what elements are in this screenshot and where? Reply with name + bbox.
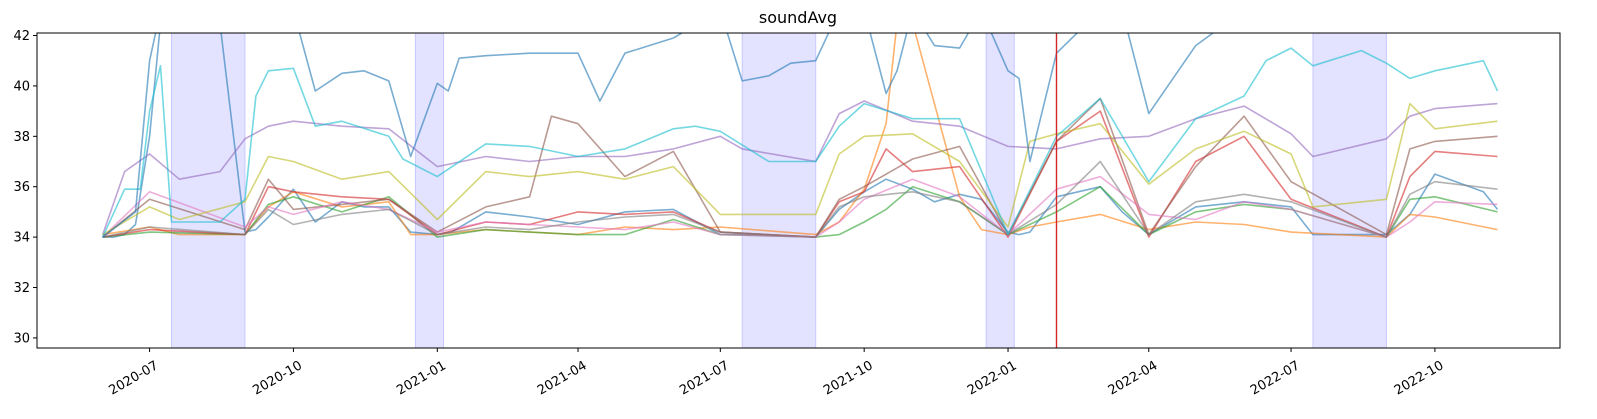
shaded-period-0 <box>170 33 246 348</box>
series-line-4 <box>101 100 1498 235</box>
shaded-period-4 <box>1312 33 1387 348</box>
series-line-8 <box>102 102 1498 236</box>
shaded-period-2 <box>741 33 817 348</box>
series-line-3 <box>102 110 1498 238</box>
shaded-periods <box>170 33 1387 348</box>
series-line-6 <box>102 175 1498 238</box>
y-tick-label: 40 <box>13 79 30 94</box>
series-line-10 <box>102 33 1215 238</box>
series-line-7 <box>102 160 1498 238</box>
shaded-period-3 <box>985 33 1015 348</box>
y-tick-label: 30 <box>13 331 30 346</box>
series-line-9 <box>101 47 1499 238</box>
y-tick-label: 34 <box>13 231 30 246</box>
series-line-2 <box>102 185 1498 238</box>
shaded-period-1 <box>414 33 445 348</box>
data-series <box>101 33 1499 238</box>
y-tick-label: 42 <box>13 29 30 44</box>
y-tick-label: 32 <box>13 281 30 296</box>
y-tick-label: 36 <box>13 180 30 195</box>
y-axis: 30 32 34 36 38 40 42 <box>13 29 37 346</box>
chart-title: soundAvg <box>759 8 837 27</box>
y-tick-label: 38 <box>13 130 30 145</box>
plot-frame <box>36 32 1561 349</box>
